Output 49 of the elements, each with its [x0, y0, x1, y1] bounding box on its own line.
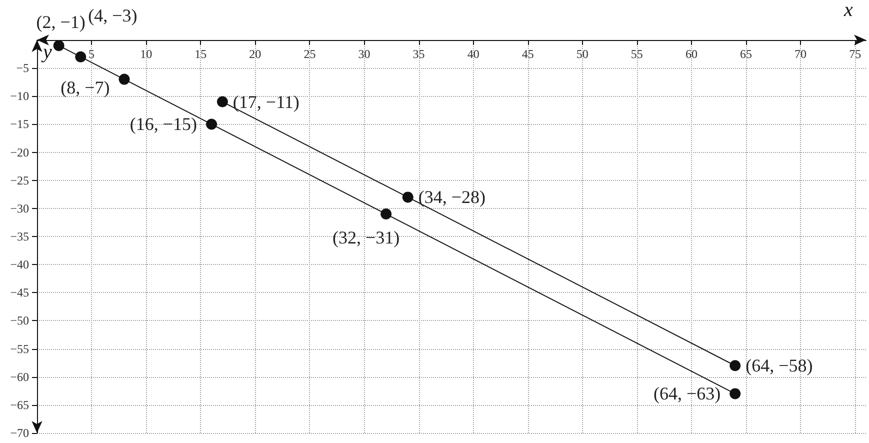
x-tick-label: 25 — [304, 47, 316, 61]
data-label: (8, −7) — [60, 77, 110, 98]
data-label: (4, −3) — [88, 5, 138, 26]
y-tick-label: −15 — [10, 117, 29, 132]
point — [730, 360, 741, 372]
y-tick-label: −30 — [10, 201, 29, 216]
x-tick-label: 70 — [794, 47, 807, 61]
point — [730, 388, 741, 400]
y-tick-label: −45 — [10, 286, 29, 300]
x-tick-label: 35 — [412, 47, 425, 61]
y-tick-label: −40 — [10, 258, 29, 272]
x-tick-label: 30 — [358, 47, 370, 61]
data-label: (32, −31) — [332, 228, 400, 248]
y-tick-label: −55 — [10, 342, 29, 356]
y-tick-label: −60 — [10, 370, 29, 384]
x-tick-label: 55 — [630, 47, 643, 61]
x-tick-label: 60 — [685, 47, 698, 61]
x-tick-label: 5 — [88, 47, 95, 61]
y-axis-title: y — [41, 41, 52, 63]
point — [380, 208, 392, 220]
point — [75, 51, 86, 62]
x-tick-label: 50 — [576, 47, 588, 61]
y-tick-label: −50 — [10, 314, 29, 328]
point — [53, 40, 64, 52]
x-tick-label: 10 — [140, 47, 152, 61]
y-tick-label: −25 — [10, 173, 29, 188]
data-label: (64, −63) — [653, 384, 721, 404]
y-tick-label: −5 — [16, 61, 29, 76]
point — [216, 96, 228, 108]
data-label: (64, −58) — [746, 356, 813, 376]
data-label: (34, −28) — [418, 187, 486, 208]
point — [118, 74, 130, 85]
x-tick-label: 15 — [194, 47, 207, 61]
y-tick-label: −10 — [10, 89, 29, 104]
x-tick-label: 65 — [740, 47, 752, 61]
x-tick-label: 75 — [849, 47, 862, 61]
x-tick-label: 20 — [249, 47, 262, 61]
x-tick-label: 45 — [522, 47, 534, 61]
x-tick-label: 40 — [467, 47, 480, 61]
y-tick-label: −70 — [10, 426, 29, 440]
x-axis-title: x — [843, 0, 853, 21]
y-tick-label: −35 — [10, 230, 29, 244]
data-label: (16, −15) — [130, 114, 198, 134]
point — [402, 192, 414, 203]
data-label: (2, −1) — [36, 12, 86, 32]
y-tick-label: −20 — [10, 145, 29, 160]
point — [206, 118, 218, 130]
data-label: (17, −11) — [232, 92, 300, 112]
y-tick-label: −65 — [10, 398, 29, 412]
